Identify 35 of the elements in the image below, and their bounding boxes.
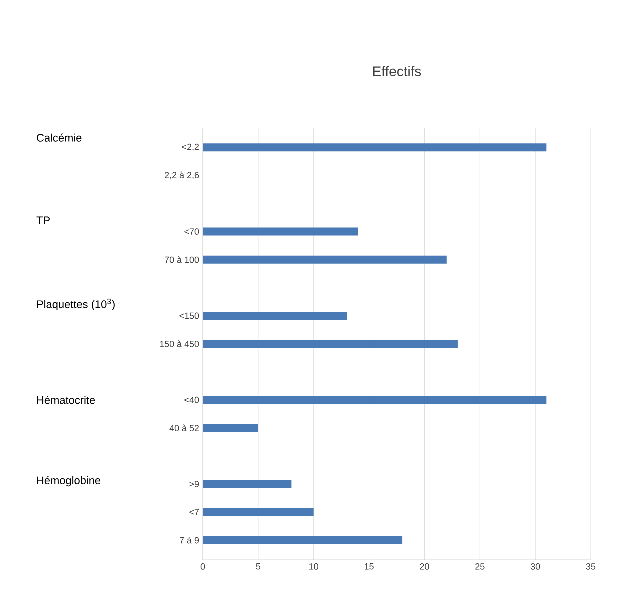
- text: Hématocrite: [37, 396, 96, 404]
- bar: [203, 144, 547, 152]
- bar: [203, 424, 258, 432]
- text: TP: [36, 216, 50, 224]
- x-tick-label: 10: [310, 564, 318, 570]
- bar: [203, 312, 348, 320]
- x-tick-label: 30: [530, 564, 540, 570]
- bar: [203, 480, 292, 488]
- x-tick-label: 25: [476, 564, 485, 570]
- bar: [203, 396, 547, 404]
- y-tick-label: >9: [190, 481, 200, 488]
- y-tick-label: 150 à 450: [160, 340, 200, 348]
- x-tick-label: 0: [200, 564, 206, 570]
- bar: [203, 228, 358, 236]
- y-tick-label: 7 à 9: [180, 537, 200, 544]
- text: Hémoglobine: [37, 476, 101, 487]
- y-tick-label: <40: [184, 396, 200, 404]
- y-tick-label: <70: [184, 228, 200, 235]
- y-tick-label: 70 à 100: [165, 256, 200, 264]
- text: Calcémie: [37, 134, 82, 142]
- x-tick-label: 20: [420, 564, 430, 570]
- bar: [203, 340, 458, 348]
- text: Plaquettes (10$^{3}$): [37, 298, 115, 311]
- bar: [203, 256, 447, 264]
- bar: [203, 508, 314, 516]
- y-tick-label: 40 à 52: [170, 424, 200, 432]
- x-tick-label: 35: [586, 564, 596, 570]
- x-tick-label: 5: [256, 564, 261, 570]
- chart-title: Effectifs: [373, 66, 422, 77]
- y-tick-label: <150: [180, 312, 200, 320]
- y-tick-label: <2,2: [182, 144, 200, 152]
- bar: [203, 536, 403, 544]
- y-tick-label: 2,2 à 2,6: [165, 172, 200, 180]
- x-tick-label: 15: [364, 564, 374, 570]
- y-tick-label: <7: [190, 509, 200, 516]
